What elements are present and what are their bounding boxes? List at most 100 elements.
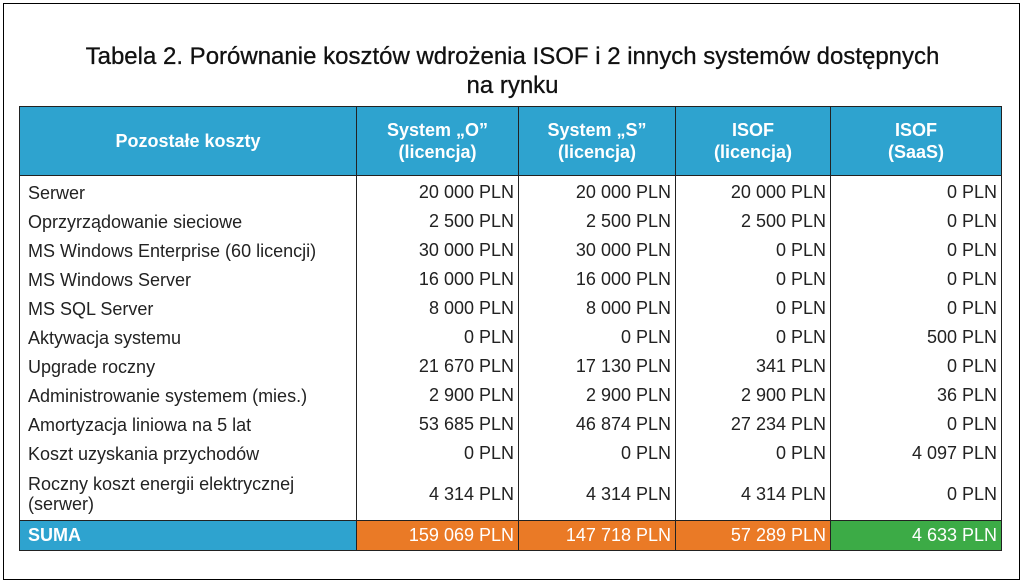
- row-label: Serwer: [19, 175, 357, 207]
- cell-isof-license: 27 234 PLN: [675, 410, 831, 439]
- cell-system-s: 4 314 PLN: [518, 468, 676, 521]
- cell-isof-saas: 0 PLN: [830, 468, 1002, 521]
- cell-isof-saas: 0 PLN: [830, 352, 1002, 381]
- cell-system-s: 17 130 PLN: [518, 352, 676, 381]
- cell-isof-license: 2 900 PLN: [675, 381, 831, 410]
- row-label: Administrowanie systemem (mies.): [19, 381, 357, 410]
- cell-system-o: 0 PLN: [356, 323, 519, 352]
- row-label-text: Upgrade roczny: [28, 356, 156, 377]
- row-label: Upgrade roczny: [19, 352, 357, 381]
- cell-system-o: 2 900 PLN: [356, 381, 519, 410]
- header-system-s: System „S” (licencja): [518, 106, 676, 176]
- table-row: MS SQL Server 8 000 PLN 8 000 PLN 0 PLN 0 PL…: [19, 294, 1002, 323]
- row-label-text: Aktywacja systemu: [28, 327, 182, 348]
- header-system-o: System „O” (licencja): [356, 106, 519, 176]
- header-sublabel: (licencja): [398, 142, 477, 162]
- table-row: Serwer 20 000 PLN 20 000 PLN 20 000 PLN 0 PL…: [19, 175, 1002, 207]
- cell-isof-saas: 4 097 PLN: [830, 439, 1002, 468]
- cell-system-s: 0 PLN: [518, 439, 676, 468]
- row-label-text: Roczny koszt energii elektrycznej: [28, 474, 295, 494]
- table-row: Koszt uzyskania przychodów 0 PLN 0 PLN 0 PL…: [19, 439, 1002, 468]
- cell-isof-saas: 0 PLN: [830, 294, 1002, 323]
- cell-system-o: 0 PLN: [356, 439, 519, 468]
- row-label-text: Amortyzacja liniowa na 5 lat: [28, 414, 252, 435]
- cell-isof-license: 0 PLN: [675, 236, 831, 265]
- header-sublabel: (SaaS): [887, 142, 945, 162]
- cell-system-o: 30 000 PLN: [356, 236, 519, 265]
- table-row: Upgrade roczny 21 670 PLN 17 130 PLN 341 PL…: [19, 352, 1002, 381]
- row-label-text: Oprzyrządowanie sieciowe: [28, 211, 243, 232]
- sum-isof-saas: 4 633 PLN: [830, 520, 1002, 551]
- cell-system-s: 2 500 PLN: [518, 207, 676, 236]
- cell-isof-saas: 0 PLN: [830, 207, 1002, 236]
- row-label-text: Administrowanie systemem (mies.): [28, 385, 308, 406]
- header-sublabel: (licencja): [557, 142, 637, 162]
- table-row: Aktywacja systemu 0 PLN 0 PLN 0 PLN 500 PLN: [19, 323, 1002, 352]
- table-row: Roczny koszt energii elektrycznej (serwer…: [19, 468, 1002, 521]
- header-label: ISOF: [894, 120, 937, 140]
- cell-isof-saas: 0 PLN: [830, 236, 1002, 265]
- cell-system-o: 2 500 PLN: [356, 207, 519, 236]
- row-label-text: MS Windows Server: [28, 269, 192, 290]
- row-label: Koszt uzyskania przychodów: [19, 439, 357, 468]
- title-line-2: na rynku: [466, 72, 559, 99]
- table-row: Administrowanie systemem (mies.) 2 900 PL…: [19, 381, 1002, 410]
- row-label-text: MS SQL Server: [28, 298, 154, 319]
- cell-system-o: 53 685 PLN: [356, 410, 519, 439]
- table-row: MS Windows Server 16 000 PLN 16 000 PLN 0 P…: [19, 265, 1002, 294]
- row-label: MS Windows Enterprise (60 licencji): [19, 236, 357, 265]
- row-label: Roczny koszt energii elektrycznej (serwer…: [19, 468, 357, 521]
- cell-isof-saas: 500 PLN: [830, 323, 1002, 352]
- header-label: ISOF: [731, 120, 774, 140]
- table-row: Oprzyrządowanie sieciowe 2 500 PLN 2 500 P…: [19, 207, 1002, 236]
- table-row: Amortyzacja liniowa na 5 lat 53 685 PLN 46…: [19, 410, 1002, 439]
- cell-system-s: 8 000 PLN: [518, 294, 676, 323]
- header-sublabel: (licencja): [713, 142, 793, 162]
- row-label-text-2: (serwer): [28, 494, 94, 514]
- cell-isof-license: 0 PLN: [675, 323, 831, 352]
- header-label: Pozostałe koszty: [115, 131, 261, 151]
- cell-system-o: 4 314 PLN: [356, 468, 519, 521]
- header-label: System „S”: [547, 120, 647, 140]
- cell-isof-license: 0 PLN: [675, 294, 831, 323]
- cell-system-o: 20 000 PLN: [356, 175, 519, 207]
- cell-isof-saas: 0 PLN: [830, 175, 1002, 207]
- cell-isof-license: 0 PLN: [675, 265, 831, 294]
- table-title: Tabela 2. Porównanie kosztów wdrożenia I…: [4, 42, 1021, 100]
- cell-isof-license: 0 PLN: [675, 439, 831, 468]
- row-label: Amortyzacja liniowa na 5 lat: [19, 410, 357, 439]
- table-row: MS Windows Enterprise (60 licencji) 30 00…: [19, 236, 1002, 265]
- header-other-costs: Pozostałe koszty: [19, 106, 357, 176]
- header-label: System „O”: [386, 120, 489, 140]
- cell-system-o: 8 000 PLN: [356, 294, 519, 323]
- cell-isof-license: 4 314 PLN: [675, 468, 831, 521]
- sum-label: SUMA: [19, 520, 357, 551]
- cell-system-s: 0 PLN: [518, 323, 676, 352]
- cell-isof-license: 2 500 PLN: [675, 207, 831, 236]
- sum-row: SUMA 159 069 PLN 147 718 PLN 57 289 PLN …: [19, 520, 1002, 551]
- cell-system-s: 20 000 PLN: [518, 175, 676, 207]
- row-label: Aktywacja systemu: [19, 323, 357, 352]
- cell-system-s: 46 874 PLN: [518, 410, 676, 439]
- row-label-text: Serwer: [28, 182, 86, 203]
- sum-system-o: 159 069 PLN: [356, 520, 519, 551]
- cell-isof-license: 341 PLN: [675, 352, 831, 381]
- cell-system-o: 21 670 PLN: [356, 352, 519, 381]
- title-line-1: Tabela 2. Porównanie kosztów wdrożenia I…: [85, 43, 940, 70]
- sum-isof-license: 57 289 PLN: [675, 520, 831, 551]
- cell-system-s: 30 000 PLN: [518, 236, 676, 265]
- row-label-text: MS Windows Enterprise (60 licencji): [28, 240, 317, 261]
- cost-comparison-table: Pozostałe koszty System „O” (licencja) Sy…: [19, 106, 1002, 551]
- cell-isof-license: 20 000 PLN: [675, 175, 831, 207]
- header-row: Pozostałe koszty System „O” (licencja) Sy…: [19, 106, 1002, 176]
- cell-system-s: 16 000 PLN: [518, 265, 676, 294]
- row-label-text: Koszt uzyskania przychodów: [28, 443, 260, 464]
- cell-isof-saas: 0 PLN: [830, 410, 1002, 439]
- header-isof-license: ISOF (licencja): [675, 106, 831, 176]
- cell-system-o: 16 000 PLN: [356, 265, 519, 294]
- cell-system-s: 2 900 PLN: [518, 381, 676, 410]
- sum-system-s: 147 718 PLN: [518, 520, 676, 551]
- header-isof-saas: ISOF (SaaS): [830, 106, 1002, 176]
- row-label: MS SQL Server: [19, 294, 357, 323]
- row-label: MS Windows Server: [19, 265, 357, 294]
